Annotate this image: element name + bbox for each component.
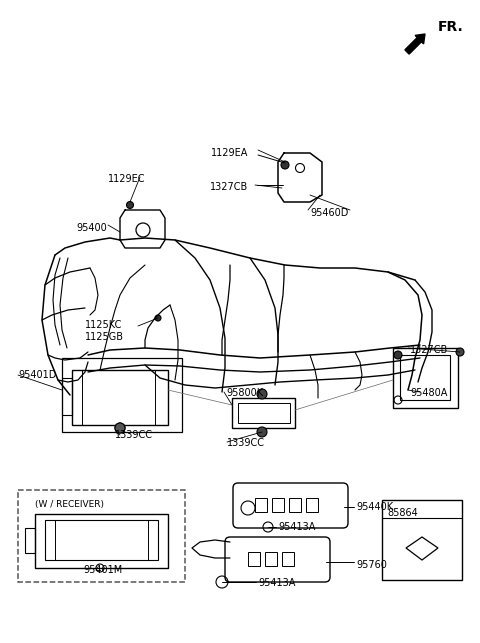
Bar xyxy=(25,528,35,553)
Text: 1125KC: 1125KC xyxy=(85,320,122,330)
Text: 1327CB: 1327CB xyxy=(410,345,448,355)
Bar xyxy=(248,552,260,566)
Bar xyxy=(35,514,168,568)
Circle shape xyxy=(456,348,464,356)
Bar xyxy=(289,498,301,512)
Text: 95440K: 95440K xyxy=(356,502,393,512)
Bar xyxy=(45,520,158,560)
Circle shape xyxy=(281,161,289,169)
Text: 95413A: 95413A xyxy=(278,522,315,532)
Bar xyxy=(306,498,318,512)
Text: FR.: FR. xyxy=(438,20,464,34)
Bar xyxy=(272,498,284,512)
Bar xyxy=(62,378,72,415)
Bar xyxy=(265,552,277,566)
Text: 1129EC: 1129EC xyxy=(108,174,145,184)
Text: 95401M: 95401M xyxy=(83,565,122,575)
Circle shape xyxy=(115,423,125,433)
Circle shape xyxy=(155,315,161,321)
Text: (W / RECEIVER): (W / RECEIVER) xyxy=(35,500,104,509)
Text: 95800K: 95800K xyxy=(226,388,263,398)
Bar xyxy=(62,358,182,432)
Bar xyxy=(238,403,290,423)
Bar xyxy=(255,498,267,512)
Bar xyxy=(282,552,294,566)
Text: 1327CB: 1327CB xyxy=(210,182,248,192)
Bar xyxy=(382,500,462,580)
Circle shape xyxy=(257,389,267,399)
Bar xyxy=(72,370,168,425)
Text: 95480A: 95480A xyxy=(410,388,447,398)
FancyArrow shape xyxy=(405,34,425,54)
Bar xyxy=(393,348,458,408)
Bar xyxy=(18,490,185,582)
Text: 1129EA: 1129EA xyxy=(211,148,248,158)
Circle shape xyxy=(127,201,133,208)
Circle shape xyxy=(257,427,267,437)
Circle shape xyxy=(115,423,125,433)
Bar xyxy=(400,355,450,400)
Text: 95400: 95400 xyxy=(76,223,107,233)
Circle shape xyxy=(394,351,402,359)
Text: 95460D: 95460D xyxy=(310,208,348,218)
Text: 95401D: 95401D xyxy=(18,370,56,380)
Text: 95413A: 95413A xyxy=(258,578,295,588)
Text: 1339CC: 1339CC xyxy=(227,438,265,448)
Text: 85864: 85864 xyxy=(387,508,418,518)
Text: 1125GB: 1125GB xyxy=(85,332,124,342)
Text: 95760: 95760 xyxy=(356,560,387,570)
Bar xyxy=(232,398,295,428)
Text: 1339CC: 1339CC xyxy=(115,430,153,440)
